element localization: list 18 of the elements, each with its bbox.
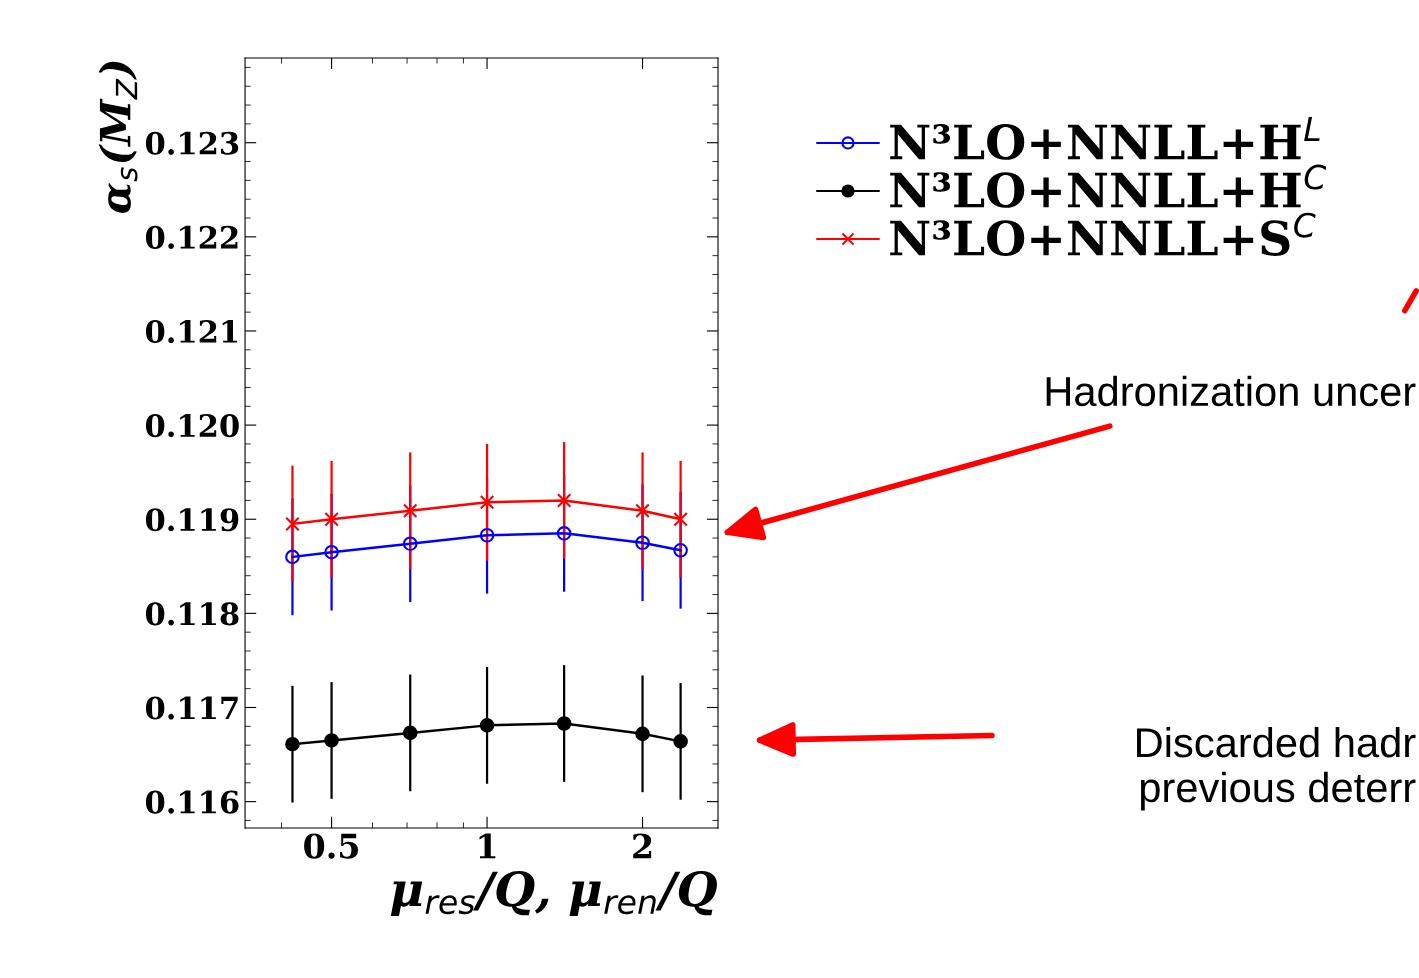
x-axis-title: μ$_{res}$/Q, μ$_{ren}$/Q bbox=[390, 871, 717, 916]
text: Discarded hadr previous deterr bbox=[1137, 726, 1416, 811]
y-tick-label: 0.120 bbox=[145, 414, 239, 438]
legend-label: N³LO+NNLL+H$^{C}$ bbox=[890, 164, 1327, 208]
y-tick-label: 0.119 bbox=[145, 508, 239, 532]
y-tick-label: 0.118 bbox=[145, 602, 239, 626]
legend-label: N³LO+NNLL+S$^{C}$ bbox=[890, 212, 1316, 256]
legend-label: N³LO+NNLL+H$^{L}$ bbox=[890, 116, 1320, 160]
y-tick-label: 0.123 bbox=[145, 131, 239, 155]
y-tick-label: 0.122 bbox=[145, 225, 238, 249]
x-tick-label: 1 bbox=[479, 833, 496, 859]
y-tick-label: 0.116 bbox=[145, 790, 239, 814]
y-tick-label: 0.117 bbox=[145, 696, 238, 720]
y-axis-title: α$_{s}$(M$_{Z}$) bbox=[98, 61, 138, 213]
x-tick-label: 2 bbox=[633, 833, 652, 859]
text: Hadronization uncer bbox=[1046, 375, 1416, 407]
x-tick-label: 0.5 bbox=[304, 833, 359, 859]
y-tick-label: 0.121 bbox=[145, 319, 238, 344]
